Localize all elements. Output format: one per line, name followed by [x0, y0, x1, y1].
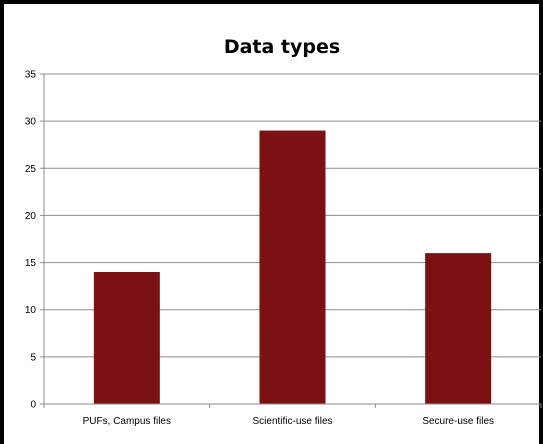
y-tick-label-25: 25 — [25, 164, 37, 175]
bar-3 — [425, 253, 492, 404]
chart-title: Data types — [224, 36, 340, 58]
y-axis-ticks: 0 5 10 15 20 25 30 35 — [25, 70, 44, 411]
y-tick-label-35: 35 — [25, 70, 37, 81]
y-tick-label-0: 0 — [30, 400, 36, 411]
bar-2 — [259, 130, 326, 405]
axes — [43, 74, 542, 408]
y-tick-label-10: 10 — [25, 305, 37, 316]
y-tick-label-15: 15 — [25, 258, 37, 269]
y-tick-label-30: 30 — [25, 117, 37, 128]
y-tick-label-5: 5 — [30, 352, 36, 363]
x-tick-label-3: Secure-use files — [422, 416, 494, 427]
bar-1 — [93, 272, 160, 404]
x-tick-label-2: Scientific-use files — [252, 416, 332, 427]
bars — [93, 130, 492, 405]
x-axis-labels: PUFs, Campus files Scientific-use files Se… — [83, 416, 494, 427]
x-tick-label-1: PUFs, Campus files — [83, 416, 171, 427]
y-tick-label-20: 20 — [25, 211, 37, 222]
